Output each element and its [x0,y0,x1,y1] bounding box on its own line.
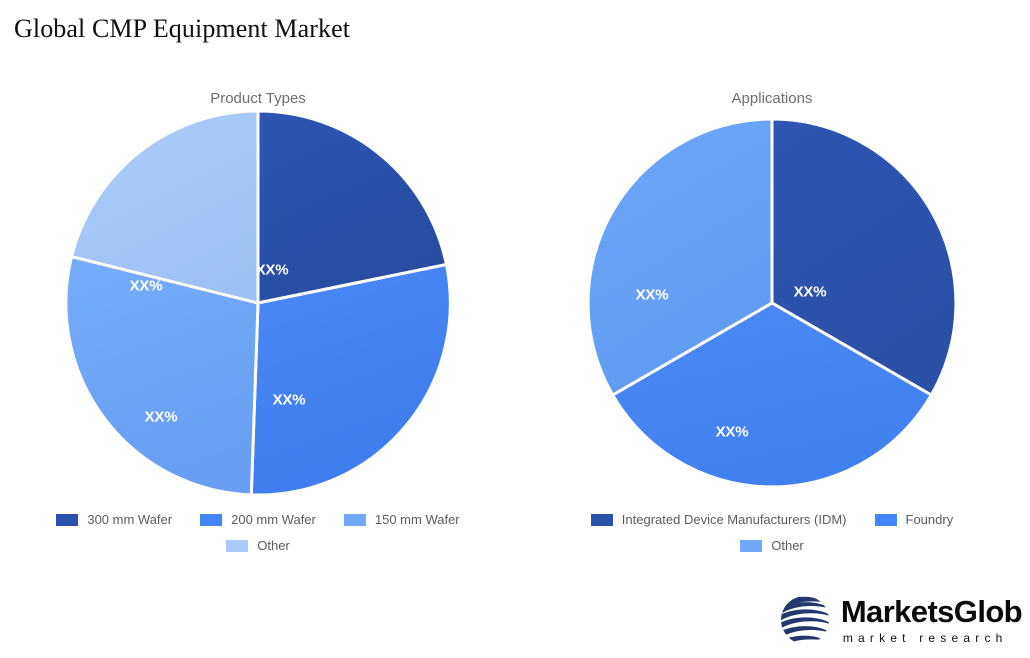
legend-item-other[interactable]: Other [226,538,290,553]
pie-label-foundry: XX% [715,423,749,441]
legend-item-idm[interactable]: Integrated Device Manufacturers (IDM) [590,512,847,527]
pie-label-other: XX% [129,277,163,295]
legend-swatch-icon [590,513,613,526]
pie-chart-product-types: XX% XX% XX% XX% [8,110,508,510]
legend-row: 300 mm Wafer 200 mm Wafer 150 mm Wafer [8,512,508,527]
pie-svg-applications [586,117,958,489]
pie-chart-applications: XX% XX% XX% [522,110,1022,510]
chart-panel-applications: Applications XX% XX% XX% [522,88,1022,564]
chart-panel-product-types: Product Types [8,88,508,564]
brand-logo: MarketsGlob market research [777,592,1023,648]
legend-swatch-icon [226,539,249,552]
brand-tagline: market research [842,631,1008,645]
legend-label: Other [771,538,804,553]
legend-item-300mm-wafer[interactable]: 300 mm Wafer [56,512,172,527]
brand-text: MarketsGlob market research [840,594,1023,645]
legend-swatch-icon [200,513,223,526]
pie-slice-150mm-wafer[interactable] [64,254,260,497]
legend-label: 300 mm Wafer [87,512,173,527]
legend-product-types: 300 mm Wafer 200 mm Wafer 150 mm Wafer O… [8,512,508,553]
pie-slice-other[interactable] [69,110,260,305]
pie-slice-idm[interactable] [770,117,958,398]
legend-label: 200 mm Wafer [231,512,316,527]
pie-svg-product-types [64,110,452,497]
legend-swatch-icon [740,539,763,552]
pie-label-200mm-wafer: XX% [272,391,306,409]
pie-slice-other[interactable] [586,117,774,398]
chart-title-applications: Applications [731,90,813,107]
brand-name: MarketsGlob [840,594,1023,629]
legend-item-other[interactable]: Other [740,538,804,553]
legend-item-150mm-wafer[interactable]: 150 mm Wafer [343,512,460,527]
legend-row: Other [522,538,1022,553]
legend-swatch-icon [343,513,366,526]
pie-label-300mm-wafer: XX% [255,261,289,279]
legend-item-foundry[interactable]: Foundry [874,512,954,527]
pie-label-other: XX% [635,286,669,304]
legend-swatch-icon [56,513,79,526]
legend-label: Integrated Device Manufacturers (IDM) [621,512,847,527]
legend-row: Other [8,538,508,553]
legend-applications: Integrated Device Manufacturers (IDM) Fo… [522,512,1022,553]
legend-row: Integrated Device Manufacturers (IDM) Fo… [522,512,1022,527]
pie-slice-foundry[interactable] [610,301,934,489]
pie-label-idm: XX% [793,283,827,301]
legend-label: Foundry [905,512,954,527]
pie-slice-200mm-wafer[interactable] [249,262,452,497]
pie-slice-300mm-wafer[interactable] [256,110,449,305]
chart-title-product-types: Product Types [210,90,306,107]
page-title: Global CMP Equipment Market [14,14,351,43]
legend-label: 150 mm Wafer [374,512,460,527]
legend-item-200mm-wafer[interactable]: 200 mm Wafer [200,512,316,527]
globe-icon [780,596,829,644]
legend-swatch-icon [874,513,897,526]
legend-label: Other [257,538,290,553]
pie-label-150mm-wafer: XX% [144,408,178,426]
